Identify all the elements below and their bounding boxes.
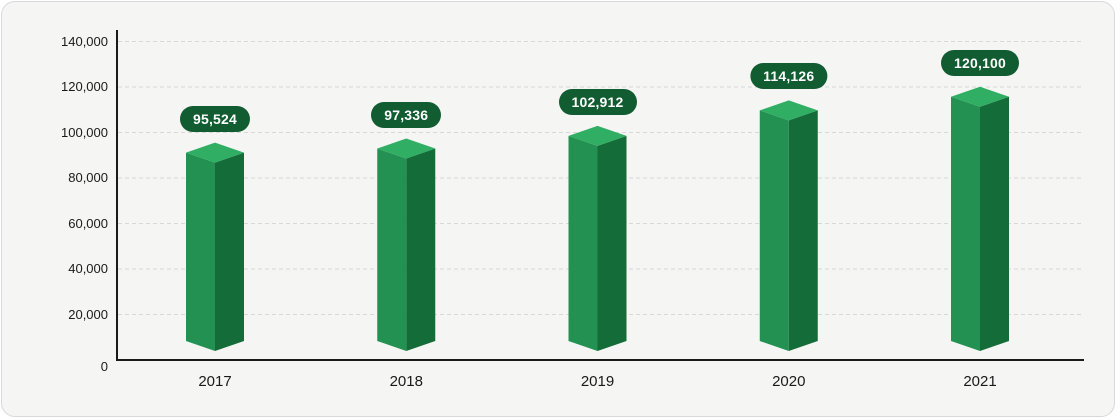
bar-left-face [377,148,407,351]
bar-right-face [980,96,1009,352]
bar-top-face [377,138,436,159]
bar-left-face [568,135,598,351]
bar-right-face [406,148,436,351]
bar-top-face [951,86,1009,107]
bar-right-face [597,135,627,351]
annual-bar-chart: 95,524 2017 97,336 2018 102,912 2019 114,126 20… [2,2,1114,416]
bar-right-face [215,152,244,351]
bar-left-face [951,96,980,352]
bar-left-face [186,152,215,351]
bar-right-face [788,110,818,352]
bar-top-face [759,100,818,121]
bar-top-face [568,125,627,146]
bar-top-face [186,142,244,163]
bar-left-face [759,110,789,352]
